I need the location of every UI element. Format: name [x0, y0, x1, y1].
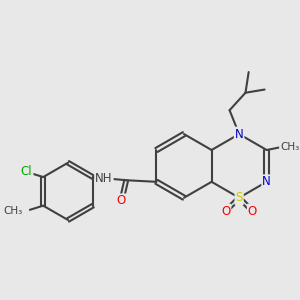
Text: O: O: [248, 205, 257, 218]
Text: N: N: [262, 175, 271, 188]
Text: O: O: [117, 194, 126, 207]
Text: Cl: Cl: [21, 165, 32, 178]
Text: S: S: [236, 191, 243, 204]
Text: CH₃: CH₃: [280, 142, 299, 152]
Text: CH₃: CH₃: [4, 206, 23, 216]
Text: O: O: [221, 205, 230, 218]
Text: N: N: [235, 128, 244, 141]
Text: NH: NH: [95, 172, 113, 185]
